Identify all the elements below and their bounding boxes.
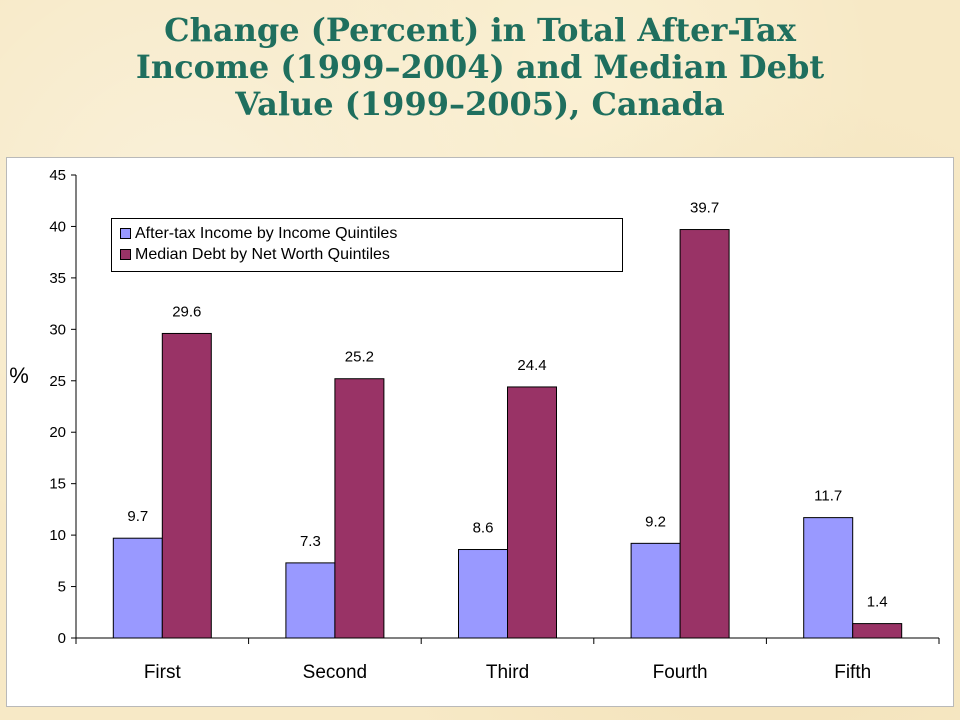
data-label: 29.6	[172, 303, 201, 320]
chart-panel: 0 5 10 15 20 25 30 35 40 45% First 9.7 29.6 Second 7.3…	[6, 157, 954, 707]
legend-label-series-2: Median Debt by Net Worth Quintiles	[135, 245, 390, 263]
legend-label-series-1: After-tax Income by Income Quintiles	[135, 224, 398, 242]
y-tick-label: 15	[49, 476, 66, 493]
data-label: 39.7	[690, 200, 719, 217]
data-label: 24.4	[517, 357, 546, 374]
data-label: 11.7	[814, 488, 842, 505]
y-tick-label: 40	[49, 218, 66, 235]
y-tick-label: 5	[58, 579, 66, 596]
title-line-1: Change (Percent) in Total After-Tax	[164, 11, 796, 49]
bar-debt-fourth	[679, 229, 730, 639]
bar-income-first	[112, 537, 163, 639]
data-label: 7.3	[300, 533, 321, 550]
x-tick-label: Fourth	[653, 662, 708, 683]
y-tick-label: 35	[49, 270, 66, 287]
data-label: 1.4	[867, 594, 888, 611]
title-line-2: Income (1999–2004) and Median Debt	[135, 48, 825, 86]
x-tick-label: Second	[303, 662, 367, 683]
bar-income-fifth	[803, 517, 854, 639]
page-title: Change (Percent) in Total After-Tax Inco…	[0, 12, 960, 123]
title-line-3: Value (1999–2005), Canada	[235, 85, 725, 123]
legend-item-series-1: After-tax Income by Income Quintiles	[120, 223, 622, 244]
bar-debt-fifth	[852, 623, 903, 639]
bar-debt-third	[507, 386, 557, 639]
bar-debt-first	[161, 332, 212, 639]
y-axis-label: %	[9, 363, 29, 388]
bar-chart: 0 5 10 15 20 25 30 35 40 45% First 9.7 29.6 Second 7.3…	[9, 167, 940, 683]
data-label: 9.2	[645, 513, 666, 530]
x-tick-label: Third	[486, 662, 529, 683]
data-label: 9.7	[127, 508, 148, 525]
data-label: 8.6	[473, 520, 494, 537]
data-label: 25.2	[345, 349, 374, 366]
legend-item-series-2: Median Debt by Net Worth Quintiles	[120, 244, 622, 265]
legend-swatch-series-1	[120, 228, 131, 239]
chart-legend: After-tax Income by Income Quintiles Med…	[111, 218, 623, 272]
y-tick-label: 0	[58, 630, 66, 647]
y-tick-label: 25	[49, 373, 66, 390]
bar-income-third	[458, 549, 508, 639]
y-tick-label: 10	[49, 527, 66, 544]
y-tick-label: 45	[49, 167, 66, 184]
bar-income-second	[285, 562, 336, 639]
legend-swatch-series-2	[120, 249, 131, 260]
bar-debt-second	[334, 378, 385, 639]
x-tick-label: Fifth	[834, 662, 871, 683]
x-tick-label: First	[144, 662, 182, 683]
y-tick-label: 20	[49, 424, 66, 441]
bar-income-fourth	[630, 542, 681, 639]
y-tick-label: 30	[49, 321, 66, 338]
